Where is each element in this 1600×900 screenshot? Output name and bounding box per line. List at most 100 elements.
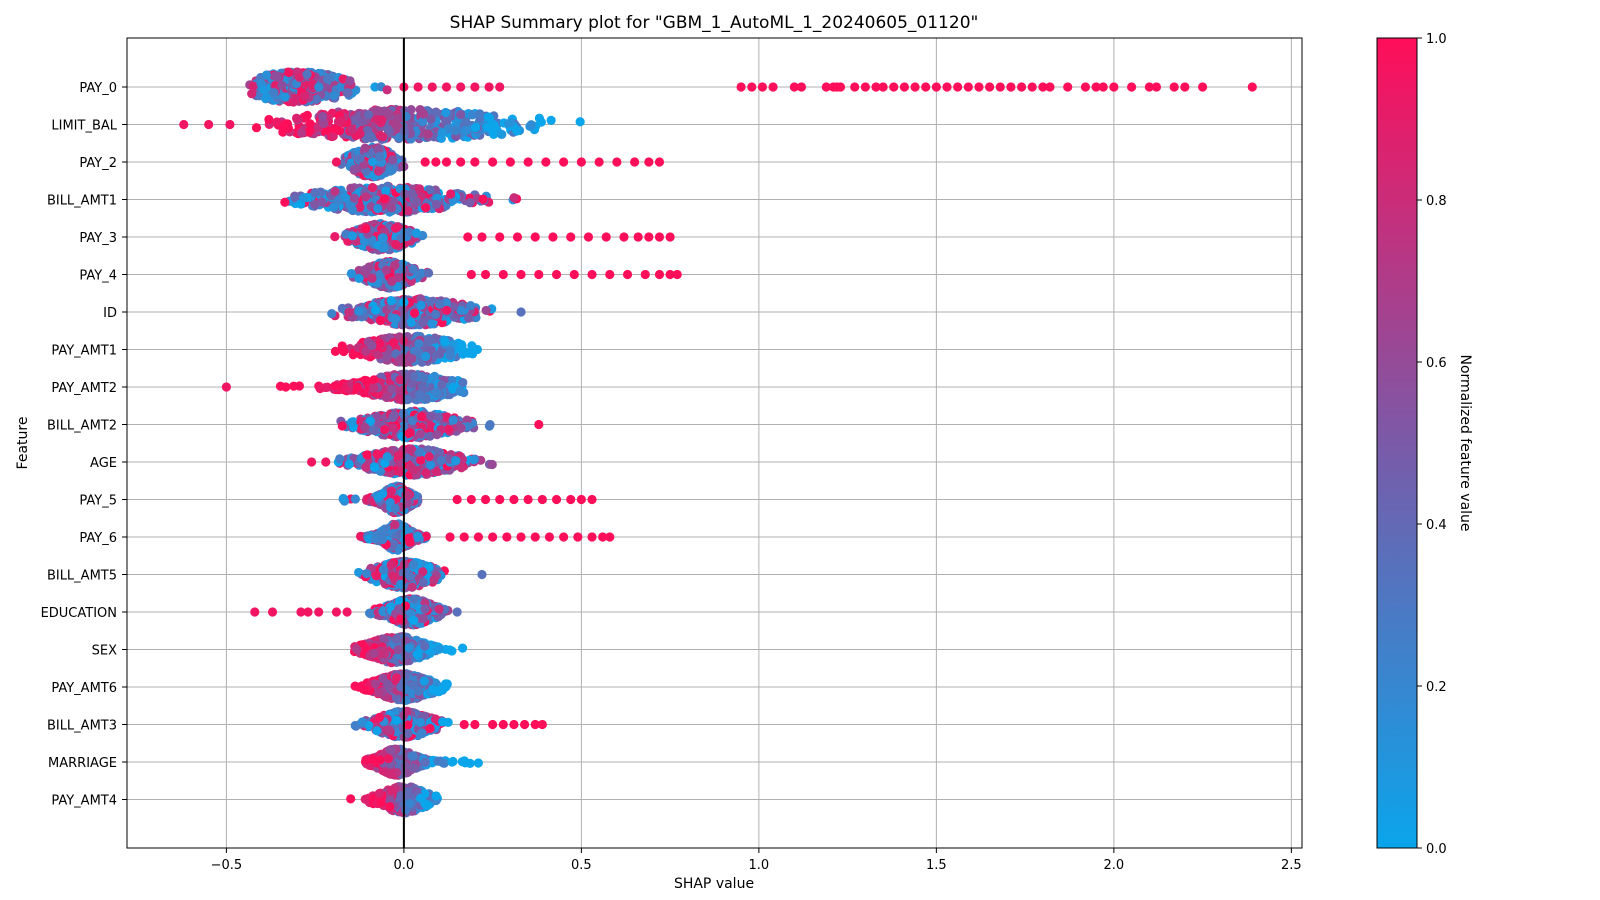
shap-point-pay-amt1 — [445, 346, 455, 356]
shap-point-limit-bal — [461, 125, 471, 135]
shap-point-pay-3 — [583, 232, 594, 242]
shap-point-age — [382, 452, 392, 462]
shap-point-limit-bal — [471, 122, 481, 133]
shap-point-pay-amt1 — [374, 339, 385, 349]
shap-point-age — [469, 455, 479, 465]
shap-point-id — [354, 306, 364, 316]
shap-point-pay-0 — [259, 85, 269, 95]
shap-point-pay-2 — [594, 157, 604, 167]
shap-point-age — [369, 462, 380, 472]
shap-point-pay-0 — [427, 82, 437, 92]
shap-point-pay-amt2 — [419, 373, 429, 383]
shap-point-pay-2 — [630, 157, 640, 167]
shap-point-pay-4 — [480, 269, 491, 280]
shap-point-limit-bal — [347, 125, 357, 135]
shap-point-pay-4 — [605, 269, 615, 280]
shap-point-pay-3 — [379, 243, 389, 253]
shap-point-pay-0 — [974, 82, 984, 92]
shap-point-pay-amt1 — [348, 350, 358, 360]
shap-point-pay-amt2 — [397, 385, 407, 396]
shap-point-pay-amt2 — [281, 382, 291, 392]
shap-point-pay-0 — [300, 91, 310, 101]
shap-point-pay-3 — [601, 232, 611, 242]
shap-point-pay-3 — [463, 232, 473, 242]
shap-point-limit-bal — [372, 105, 382, 116]
shap-point-pay-0 — [942, 82, 952, 92]
shap-point-pay-amt2 — [432, 388, 442, 398]
shap-point-pay-0 — [277, 80, 287, 90]
shap-point-pay-0 — [747, 82, 757, 92]
shap-point-pay-amt2 — [387, 384, 397, 394]
shap-point-limit-bal — [378, 132, 388, 142]
shap-point-pay-4 — [381, 265, 392, 275]
shap-point-pay-0 — [850, 82, 860, 92]
shap-point-pay-0 — [757, 82, 768, 92]
shap-point-bill-amt2 — [432, 430, 442, 440]
shap-point-pay-2 — [420, 157, 430, 167]
shap-point-pay-3 — [566, 232, 576, 242]
shap-point-id — [409, 308, 420, 318]
shap-point-bill-amt2 — [337, 421, 347, 431]
shap-point-age — [414, 447, 424, 457]
shap-point-pay-amt2 — [315, 383, 325, 394]
shap-point-pay-4 — [498, 269, 508, 280]
shap-point-pay-amt1 — [407, 353, 417, 364]
shap-point-pay-3 — [330, 232, 340, 242]
shap-point-bill-amt2 — [404, 428, 414, 439]
shap-point-pay-0 — [413, 82, 423, 92]
shap-point-bill-amt1 — [280, 197, 290, 207]
shap-point-limit-bal — [455, 109, 466, 120]
shap-point-pay-amt2 — [221, 382, 231, 392]
shap-point-bill-amt1 — [347, 205, 357, 215]
shap-point-age — [421, 468, 431, 478]
shap-point-bill-amt1 — [329, 202, 339, 212]
shap-point-id — [391, 314, 401, 324]
shap-point-pay-0 — [995, 82, 1005, 92]
shap-point-limit-bal — [297, 128, 307, 138]
shap-point-limit-bal — [451, 126, 461, 136]
shap-point-pay-4 — [534, 269, 544, 280]
shap-point-limit-bal — [575, 117, 585, 127]
shap-point-bill-amt2 — [388, 412, 398, 423]
shap-point-age — [321, 457, 331, 467]
shap-point-pay-2 — [431, 157, 441, 167]
shap-point-pay-0 — [878, 82, 888, 92]
shap-point-pay-3 — [654, 232, 665, 242]
shap-point-bill-amt1 — [361, 192, 371, 202]
shap-point-pay-amt1 — [425, 336, 435, 346]
shap-point-pay-2 — [355, 153, 365, 163]
shap-point-pay-amt2 — [289, 381, 299, 391]
shap-point-limit-bal — [483, 112, 493, 122]
shap-point-limit-bal — [335, 126, 345, 136]
shap-point-pay-0 — [329, 91, 339, 101]
shap-point-bill-amt2 — [485, 420, 495, 430]
shap-point-pay-0 — [273, 72, 283, 82]
shap-point-bill-amt2 — [416, 412, 427, 422]
shap-point-limit-bal — [512, 126, 522, 136]
shap-point-limit-bal — [467, 110, 478, 120]
shap-point-id — [430, 309, 441, 320]
shap-point-bill-amt1 — [379, 194, 389, 204]
shap-point-pay-3 — [512, 232, 523, 242]
shap-point-limit-bal — [441, 116, 451, 126]
shap-point-pay-2 — [388, 155, 398, 165]
shap-point-pay-0 — [963, 82, 973, 92]
shap-point-pay-2 — [360, 143, 370, 153]
shap-point-bill-amt1 — [465, 198, 475, 208]
shap-point-bill-amt1 — [330, 186, 340, 196]
shap-point-pay-amt2 — [414, 390, 425, 400]
chart-title: SHAP Summary plot for "GBM_1_AutoML_1_20… — [450, 13, 979, 33]
shap-point-pay-0 — [1198, 82, 1208, 92]
shap-point-age — [362, 450, 372, 460]
shap-point-pay-3 — [633, 232, 643, 242]
shap-point-limit-bal — [363, 110, 374, 120]
shap-point-pay-0 — [495, 82, 505, 92]
shap-point-pay-0 — [1091, 82, 1101, 92]
shap-point-bill-amt1 — [509, 193, 519, 203]
shap-point-limit-bal — [322, 125, 333, 136]
shap-point-bill-amt1 — [298, 193, 309, 203]
shap-point-pay-2 — [644, 157, 654, 167]
shap-point-limit-bal — [377, 115, 387, 125]
shap-point-pay-0 — [261, 70, 272, 80]
